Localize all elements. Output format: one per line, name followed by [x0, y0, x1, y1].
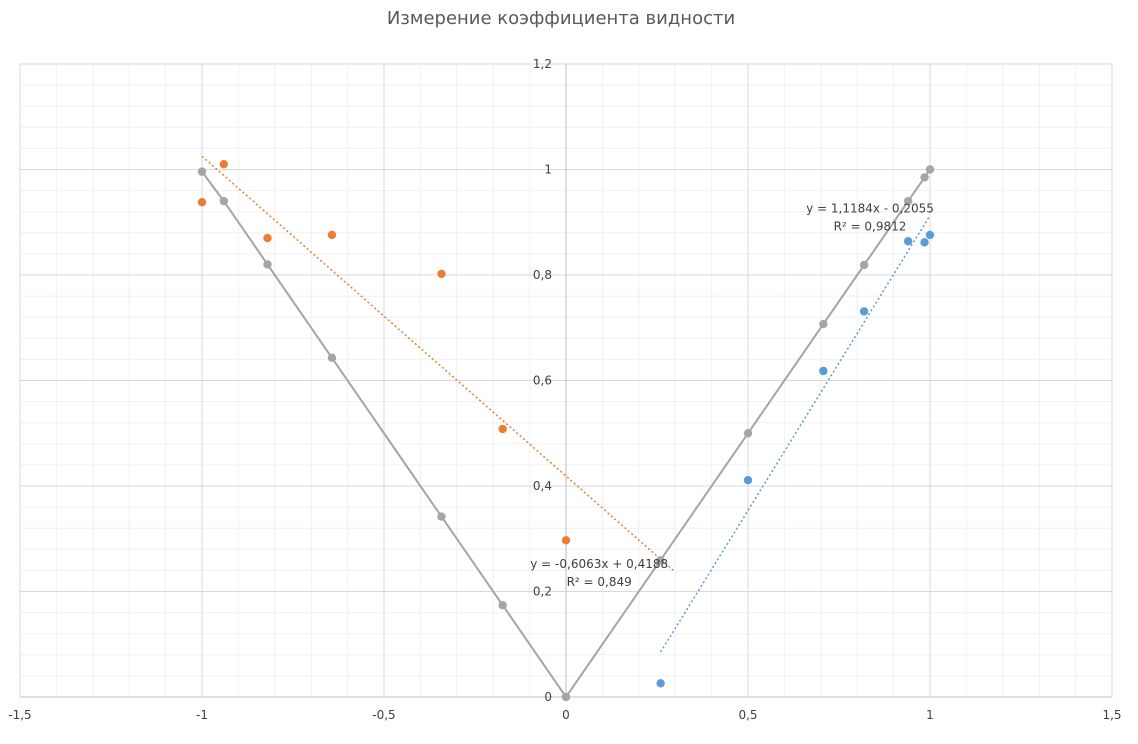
data-point — [437, 269, 446, 279]
data-point — [327, 353, 337, 363]
y-axis-tick-labels: 0 0,2 0,4 0,6 0,8 1 1,2 — [533, 57, 552, 704]
trendline — [201, 155, 676, 573]
data-point — [327, 230, 337, 240]
trendline-equation: y = -0,6063x + 0,4188 — [530, 557, 668, 571]
y-tick-label: 0,6 — [533, 374, 552, 388]
data-point — [743, 429, 753, 438]
data-point — [903, 237, 913, 246]
data-point — [498, 424, 507, 434]
major-gridlines — [19, 63, 1113, 698]
trendlines — [201, 155, 931, 653]
y-tick-label: 0,4 — [533, 479, 552, 493]
data-point — [743, 475, 753, 485]
data-point — [920, 238, 929, 247]
trendline-equations: y = 1,1184x - 0,2055 R² = 0,9812 y = -0,60… — [530, 201, 934, 589]
x-tick-label: -0,5 — [372, 708, 395, 722]
data-point — [561, 536, 571, 545]
x-axis-tick-labels: -1,5 -1 -0,5 0 0,5 1 1,5 — [8, 708, 1121, 722]
y-tick-label: 1 — [544, 163, 552, 177]
data-point — [925, 165, 935, 174]
data-point — [656, 556, 665, 565]
y-tick-label: 0,2 — [533, 585, 552, 599]
chart-title: Измерение коэффициента видности — [386, 8, 736, 29]
data-point — [819, 319, 828, 329]
data-point — [920, 173, 929, 182]
data-point — [656, 679, 665, 688]
series-line — [201, 168, 931, 699]
x-tick-label: 1,5 — [1102, 708, 1121, 722]
y-tick-label: 0 — [544, 690, 552, 704]
trendline-r2: R² = 0,9812 — [834, 219, 907, 233]
data-point — [197, 167, 207, 176]
trendline-equation: y = 1,1184x - 0,2055 — [806, 201, 934, 215]
x-tick-label: -1 — [196, 708, 208, 722]
data-point — [859, 260, 869, 270]
series-lines — [201, 168, 931, 699]
x-tick-label: 1 — [926, 708, 934, 722]
x-tick-label: -1,5 — [8, 708, 31, 722]
data-point — [925, 230, 935, 240]
data-point — [219, 196, 229, 206]
x-tick-label: 0,5 — [738, 708, 757, 722]
trendline-r2: R² = 0,849 — [567, 575, 632, 589]
data-point — [859, 307, 869, 316]
data-point — [819, 366, 828, 376]
data-point — [437, 512, 446, 521]
data-point — [219, 160, 229, 169]
y-tick-label: 1,2 — [533, 57, 552, 71]
data-markers — [197, 160, 935, 702]
y-tick-label: 0,8 — [533, 268, 552, 282]
data-point — [197, 198, 207, 207]
x-tick-label: 0 — [562, 708, 570, 722]
data-point — [561, 692, 571, 702]
data-point — [263, 233, 272, 243]
data-point — [498, 601, 507, 610]
data-point — [263, 260, 272, 269]
data-point — [903, 196, 913, 206]
